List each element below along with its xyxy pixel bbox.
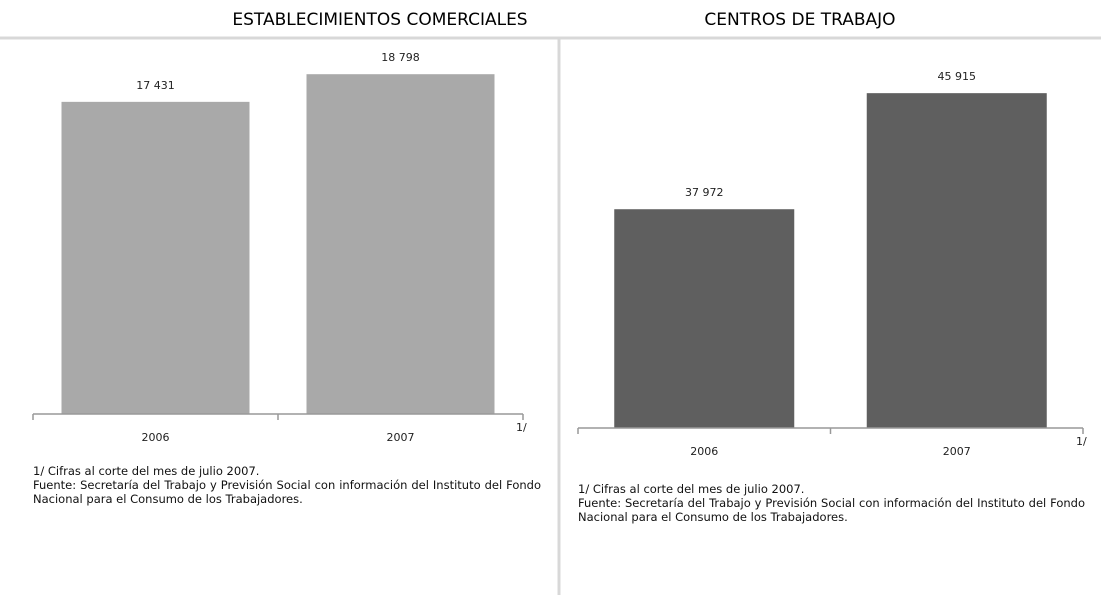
x-tick-label: 2007 bbox=[387, 431, 415, 444]
source: Fuente: Secretaría del Trabajo y Previsi… bbox=[578, 496, 1085, 524]
bar bbox=[61, 101, 250, 415]
bar bbox=[614, 209, 795, 428]
x-tick-label: 2007 bbox=[943, 445, 971, 458]
footnote-right: 1/ Cifras al corte del mes de julio 2007… bbox=[578, 482, 1085, 524]
data-label: 37 972 bbox=[685, 186, 724, 199]
chart-title: CENTROS DE TRABAJO bbox=[704, 10, 895, 30]
footnote-left: 1/ Cifras al corte del mes de julio 2007… bbox=[33, 464, 541, 506]
bar bbox=[866, 93, 1047, 429]
x-tick-label: 2006 bbox=[690, 445, 718, 458]
data-label: 17 431 bbox=[136, 79, 175, 92]
axis-note: 1/ bbox=[516, 421, 527, 434]
bar bbox=[306, 74, 495, 415]
note: 1/ Cifras al corte del mes de julio 2007… bbox=[33, 464, 260, 478]
source: Fuente: Secretaría del Trabajo y Previsi… bbox=[33, 478, 541, 506]
data-label: 45 915 bbox=[938, 70, 977, 83]
note: 1/ Cifras al corte del mes de julio 2007… bbox=[578, 482, 805, 496]
axis-note: 1/ bbox=[1076, 435, 1087, 448]
chart-title: ESTABLECIMIENTOS COMERCIALES bbox=[232, 10, 527, 30]
x-tick-label: 2006 bbox=[142, 431, 170, 444]
data-label: 18 798 bbox=[381, 51, 420, 64]
